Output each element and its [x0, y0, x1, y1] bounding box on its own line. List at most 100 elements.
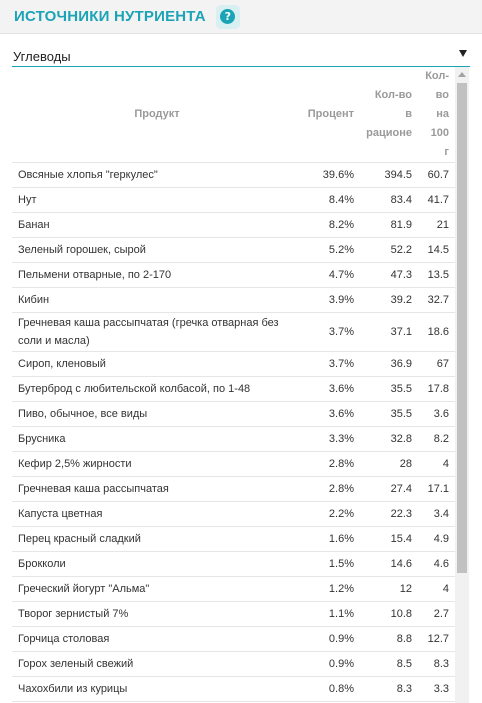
sources-table-container: Продукт Процент Кол-во в рационе Кол- во…	[12, 67, 455, 703]
table-row: Горох зеленый свежий 0.9% 8.5 8.3	[12, 651, 455, 677]
amount-header-line: рационе	[366, 127, 412, 139]
amount-cell: 32.8	[360, 426, 418, 452]
percent-cell: 2.8%	[302, 476, 360, 502]
percent-cell: 3.9%	[302, 287, 360, 313]
table-header-row: Продукт Процент Кол-во в рационе Кол- во…	[12, 67, 455, 163]
nutrient-select-value: Углеводы	[13, 48, 71, 64]
amount-cell: 8.3	[360, 676, 418, 702]
amount-cell: 83.4	[360, 187, 418, 213]
percent-cell: 0.9%	[302, 626, 360, 652]
table-row: Бутерброд с любительской колбасой, по 1-…	[12, 376, 455, 402]
table-row: Греческий йогурт "Альма" 1.2% 12 4	[12, 576, 455, 602]
table-row: Капуста цветная 2.2% 22.3 3.4	[12, 501, 455, 527]
amount-cell: 12	[360, 576, 418, 602]
percent-cell: 5.2%	[302, 237, 360, 263]
product-cell: Пиво, обычное, все виды	[12, 401, 302, 427]
percent-cell: 4.7%	[302, 262, 360, 288]
table-scrollbar[interactable]	[455, 67, 469, 703]
percent-cell: 2.8%	[302, 451, 360, 477]
amount-cell: 37.1	[360, 312, 418, 352]
table-row: Нут 8.4% 83.4 41.7	[12, 187, 455, 213]
table-row: Пиво, обычное, все виды 3.6% 35.5 3.6	[12, 401, 455, 427]
per100-cell: 67	[418, 351, 455, 377]
table-row: Перец красный сладкий 1.6% 15.4 4.9	[12, 526, 455, 552]
amount-cell: 35.5	[360, 401, 418, 427]
amount-cell: 52.2	[360, 237, 418, 263]
percent-cell: 8.4%	[302, 187, 360, 213]
sources-table: Продукт Процент Кол-во в рационе Кол- во…	[12, 67, 455, 702]
amount-cell: 81.9	[360, 212, 418, 238]
table-row: Банан 8.2% 81.9 21	[12, 212, 455, 238]
product-cell: Пельмени отварные, по 2-170	[12, 262, 302, 288]
percent-cell: 8.2%	[302, 212, 360, 238]
amount-cell: 35.5	[360, 376, 418, 402]
per100-cell: 32.7	[418, 287, 455, 313]
column-header-amount[interactable]: Кол-во в рационе	[360, 67, 418, 163]
product-cell: Бутерброд с любительской колбасой, по 1-…	[12, 376, 302, 402]
percent-cell: 0.8%	[302, 676, 360, 702]
table-row: Творог зернистый 7% 1.1% 10.8 2.7	[12, 601, 455, 627]
amount-cell: 8.5	[360, 651, 418, 677]
caret-down-icon	[459, 50, 467, 57]
table-row: Гречневая каша рассыпчатая (гречка отвар…	[12, 312, 455, 352]
product-cell: Гречневая каша рассыпчатая (гречка отвар…	[12, 312, 302, 352]
amount-cell: 28	[360, 451, 418, 477]
help-glyph: ?	[220, 9, 236, 24]
scrollbar-thumb[interactable]	[457, 83, 467, 573]
panel-header: ИСТОЧНИКИ НУТРИЕНТА ?	[0, 0, 482, 34]
table-row: Кибин 3.9% 39.2 32.7	[12, 287, 455, 313]
amount-cell: 39.2	[360, 287, 418, 313]
percent-cell: 3.6%	[302, 376, 360, 402]
per100-cell: 13.5	[418, 262, 455, 288]
per100-header-line: 100	[430, 127, 449, 139]
amount-cell: 15.4	[360, 526, 418, 552]
column-header-product[interactable]: Продукт	[12, 67, 302, 163]
amount-cell: 36.9	[360, 351, 418, 377]
product-cell: Нут	[12, 187, 302, 213]
per100-cell: 17.8	[418, 376, 455, 402]
table-row: Зеленый горошек, сырой 5.2% 52.2 14.5	[12, 237, 455, 263]
product-cell: Кефир 2,5% жирности	[12, 451, 302, 477]
per100-cell: 14.5	[418, 237, 455, 263]
per100-cell: 4.6	[418, 551, 455, 577]
per100-header-line: во	[435, 89, 449, 101]
percent-cell: 3.7%	[302, 312, 360, 352]
table-row: Брокколи 1.5% 14.6 4.6	[12, 551, 455, 577]
percent-cell: 3.3%	[302, 426, 360, 452]
column-header-percent[interactable]: Процент	[302, 67, 360, 163]
panel-title: ИСТОЧНИКИ НУТРИЕНТА	[14, 8, 206, 25]
product-cell: Творог зернистый 7%	[12, 601, 302, 627]
per100-cell: 18.6	[418, 312, 455, 352]
per100-cell: 3.6	[418, 401, 455, 427]
per100-cell: 3.4	[418, 501, 455, 527]
amount-cell: 14.6	[360, 551, 418, 577]
product-cell: Брусника	[12, 426, 302, 452]
table-row: Сироп, кленовый 3.7% 36.9 67	[12, 351, 455, 377]
table-row: Горчица столовая 0.9% 8.8 12.7	[12, 626, 455, 652]
table-row: Гречневая каша рассыпчатая 2.8% 27.4 17.1	[12, 476, 455, 502]
amount-cell: 47.3	[360, 262, 418, 288]
product-cell: Зеленый горошек, сырой	[12, 237, 302, 263]
percent-cell: 3.6%	[302, 401, 360, 427]
product-cell: Капуста цветная	[12, 501, 302, 527]
table-row: Овсяные хлопья "геркулес" 39.6% 394.5 60.7	[12, 162, 455, 188]
nutrient-select[interactable]: Углеводы	[12, 46, 470, 67]
product-cell: Брокколи	[12, 551, 302, 577]
per100-cell: 8.3	[418, 651, 455, 677]
per100-cell: 4	[418, 576, 455, 602]
scroll-up-arrow-icon[interactable]	[458, 72, 466, 77]
table-row: Брусника 3.3% 32.8 8.2	[12, 426, 455, 452]
per100-header-line: на	[436, 108, 449, 120]
per100-cell: 3.3	[418, 676, 455, 702]
percent-cell: 1.5%	[302, 551, 360, 577]
product-cell: Банан	[12, 212, 302, 238]
amount-cell: 8.8	[360, 626, 418, 652]
column-header-per100[interactable]: Кол- во на 100 г	[418, 67, 455, 163]
per100-cell: 17.1	[418, 476, 455, 502]
product-cell: Чахохбили из курицы	[12, 676, 302, 702]
product-cell: Кибин	[12, 287, 302, 313]
percent-cell: 3.7%	[302, 351, 360, 377]
per100-cell: 60.7	[418, 162, 455, 188]
question-circle-icon[interactable]: ?	[215, 4, 240, 29]
per100-header-line: Кол-	[425, 70, 449, 82]
